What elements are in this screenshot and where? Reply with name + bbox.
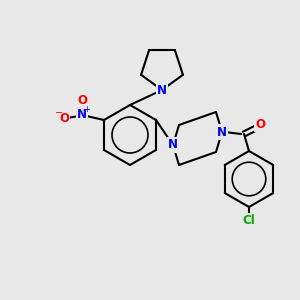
- Text: O: O: [77, 94, 87, 106]
- Text: Cl: Cl: [243, 214, 255, 227]
- Text: −: −: [55, 108, 63, 118]
- Text: +: +: [84, 106, 91, 115]
- Text: N: N: [217, 125, 227, 139]
- Text: N: N: [157, 83, 167, 97]
- Text: N: N: [168, 139, 178, 152]
- Text: N: N: [77, 109, 87, 122]
- Text: O: O: [255, 118, 265, 130]
- Text: O: O: [59, 112, 69, 124]
